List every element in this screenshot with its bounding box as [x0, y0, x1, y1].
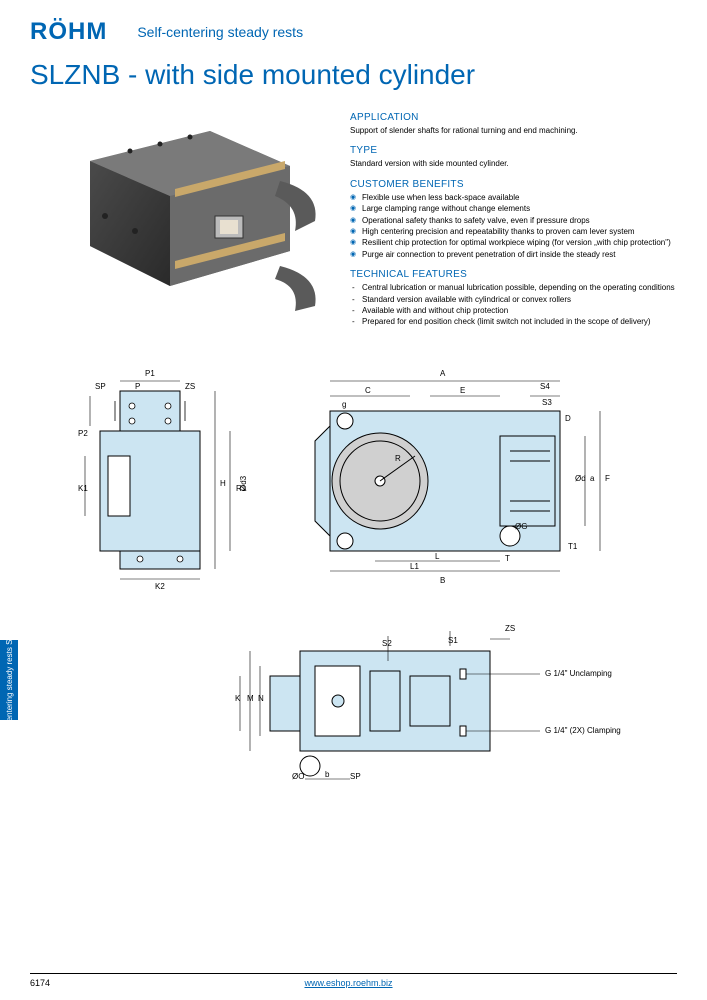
svg-text:P2: P2 [78, 429, 88, 438]
svg-text:L: L [435, 552, 440, 561]
list-item: Prepared for end position check (limit s… [362, 317, 677, 327]
svg-text:P1: P1 [145, 369, 155, 378]
svg-text:b: b [325, 770, 330, 779]
section-title-type: TYPE [350, 144, 677, 157]
list-item: Resilient chip protection for optimal wo… [362, 238, 677, 248]
svg-text:ZS: ZS [185, 382, 195, 391]
product-render [30, 111, 330, 351]
application-text: Support of slender shafts for rational t… [350, 126, 677, 136]
list-item: Central lubrication or manual lubricatio… [362, 283, 677, 293]
svg-text:B: B [440, 576, 445, 585]
svg-text:a: a [590, 474, 595, 483]
svg-text:SP: SP [95, 382, 106, 391]
svg-text:F: F [605, 474, 610, 483]
svg-text:ØG: ØG [515, 522, 527, 531]
footer-url[interactable]: www.eshop.roehm.biz [304, 978, 392, 988]
svg-text:T1: T1 [568, 542, 578, 551]
list-item: Operational safety thanks to safety valv… [362, 216, 677, 226]
page-title: SLZNB - with side mounted cylinder [0, 54, 707, 111]
svg-text:K1: K1 [78, 484, 88, 493]
svg-text:D: D [565, 414, 571, 423]
page-header: RÖHM Self-centering steady rests [0, 0, 707, 54]
svg-text:E: E [460, 386, 465, 395]
svg-text:ZS: ZS [505, 624, 515, 633]
svg-text:P: P [135, 382, 140, 391]
page-number: 6174 [30, 978, 50, 988]
section-title-features: TECHNICAL FEATURES [350, 268, 677, 281]
svg-text:Ød: Ød [575, 474, 586, 483]
svg-text:R: R [395, 454, 401, 463]
section-title-application: APPLICATION [350, 111, 677, 124]
svg-text:Ød3: Ød3 [239, 475, 248, 491]
type-text: Standard version with side mounted cylin… [350, 159, 677, 169]
svg-text:C: C [365, 386, 371, 395]
list-item: Available with and without chip protecti… [362, 306, 677, 316]
side-tab: Self-centering steady rests SLZNB [0, 640, 18, 720]
features-list: Central lubrication or manual lubricatio… [350, 283, 677, 328]
svg-text:G 1/4" Unclamping: G 1/4" Unclamping [545, 669, 612, 678]
list-item: Standard version available with cylindri… [362, 295, 677, 305]
brand-logo: RÖHM [30, 18, 107, 46]
svg-text:SP: SP [350, 772, 361, 781]
benefits-list: Flexible use when less back-space availa… [350, 193, 677, 260]
svg-text:S3: S3 [542, 398, 552, 407]
svg-text:A: A [440, 369, 446, 378]
diagram-top-view: A C E S4 g S3 D R F a Ød ØG T1 T L L1 B [290, 361, 620, 601]
svg-text:S2: S2 [382, 639, 392, 648]
technical-diagrams: P1 SP P ZS P2 K1 K2 H R1 Ød3 [0, 351, 707, 791]
svg-text:g: g [342, 400, 346, 409]
list-item: High centering precision and repeatabili… [362, 227, 677, 237]
text-column: APPLICATION Support of slender shafts fo… [350, 111, 677, 351]
svg-text:K: K [235, 694, 241, 703]
section-title-benefits: CUSTOMER BENEFITS [350, 178, 677, 191]
svg-text:T: T [505, 554, 510, 563]
page-footer: 6174 www.eshop.roehm.biz [30, 973, 677, 988]
side-tab-label: Self-centering steady rests SLZNB [5, 619, 14, 742]
svg-text:L1: L1 [410, 562, 419, 571]
list-item: Purge air connection to prevent penetrat… [362, 250, 677, 260]
diagram-side-view: P1 SP P ZS P2 K1 K2 H R1 Ød3 [60, 361, 260, 601]
svg-text:G 1/4" (2X) Clamping: G 1/4" (2X) Clamping [545, 726, 621, 735]
content-row: APPLICATION Support of slender shafts fo… [0, 111, 707, 351]
svg-text:S4: S4 [540, 382, 550, 391]
list-item: Flexible use when less back-space availa… [362, 193, 677, 203]
svg-text:ØO: ØO [292, 772, 304, 781]
svg-text:S1: S1 [448, 636, 458, 645]
list-item: Large clamping range without change elem… [362, 204, 677, 214]
svg-text:N: N [258, 694, 264, 703]
diagram-bottom-view: ZS S1 K M N S2 ØO b SP G 1/4" Unclamping… [210, 621, 630, 791]
svg-text:M: M [247, 694, 254, 703]
header-subtitle: Self-centering steady rests [137, 24, 303, 40]
svg-text:K2: K2 [155, 582, 165, 591]
svg-text:H: H [220, 479, 226, 488]
